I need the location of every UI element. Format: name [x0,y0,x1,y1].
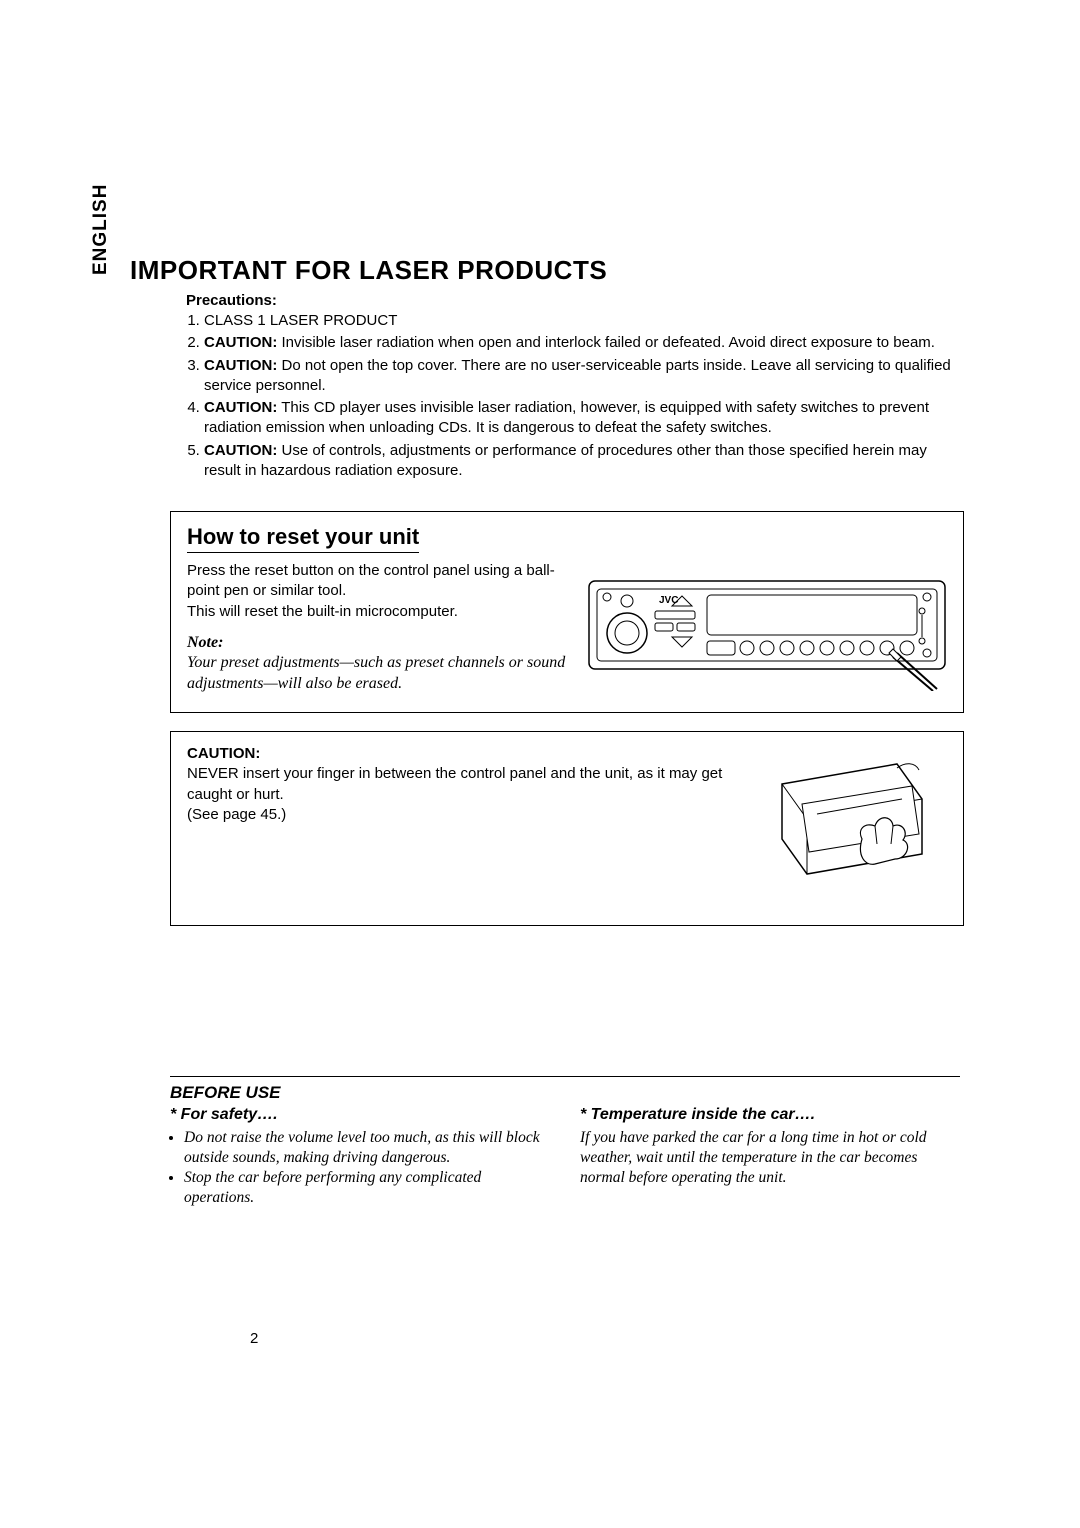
section-title: IMPORTANT FOR LASER PRODUCTS [130,255,960,286]
page-number: 2 [250,1330,258,1347]
caution-box: CAUTION: NEVER insert your finger in bet… [170,731,964,926]
reset-instruction-2: This will reset the built-in microcomput… [187,602,567,622]
precautions-list: CLASS 1 LASER PRODUCT CAUTION: Invisible… [186,311,960,481]
before-use-col-temperature: * Temperature inside the car…. If you ha… [580,1105,960,1208]
reset-unit-box: How to reset your unit Press the reset b… [170,511,964,713]
caution-label: CAUTION: [187,744,727,764]
precaution-item: CAUTION: This CD player uses invisible l… [204,398,960,439]
safety-bullet: Stop the car before performing any compl… [184,1168,550,1208]
caution-body-2: (See page 45.) [187,805,727,825]
temperature-text: If you have parked the car for a long ti… [580,1128,960,1188]
note-label: Note: [187,632,567,654]
manual-page: ENGLISH IMPORTANT FOR LASER PRODUCTS Pre… [130,255,960,1208]
brand-label: JVC [659,595,678,606]
language-tab: ENGLISH [90,184,112,275]
temperature-subtitle: * Temperature inside the car…. [580,1105,960,1126]
note-text: Your preset adjustments—such as preset c… [187,653,567,695]
reset-text: Press the reset button on the control pa… [187,561,567,696]
reset-instruction-1: Press the reset button on the control pa… [187,561,567,602]
before-use-title: BEFORE USE [170,1083,960,1103]
precaution-item: CAUTION: Do not open the top cover. Ther… [204,356,960,397]
before-use-col-safety: * For safety…. Do not raise the volume l… [170,1105,550,1208]
divider [170,1076,960,1077]
safety-subtitle: * For safety…. [170,1105,550,1126]
safety-bullet: Do not raise the volume level too much, … [184,1128,550,1168]
before-use-section: BEFORE USE * For safety…. Do not raise t… [170,1076,960,1208]
precaution-item: CAUTION: Use of controls, adjustments or… [204,441,960,482]
precautions-label: Precautions: [186,292,960,309]
reset-title: How to reset your unit [187,524,419,553]
precaution-item: CLASS 1 LASER PRODUCT [204,311,960,331]
caution-text: CAUTION: NEVER insert your finger in bet… [187,744,727,909]
finger-caution-diagram [747,744,947,909]
caution-body-1: NEVER insert your finger in between the … [187,764,727,805]
car-stereo-diagram: JVC [587,561,947,696]
precaution-item: CAUTION: Invisible laser radiation when … [204,333,960,353]
